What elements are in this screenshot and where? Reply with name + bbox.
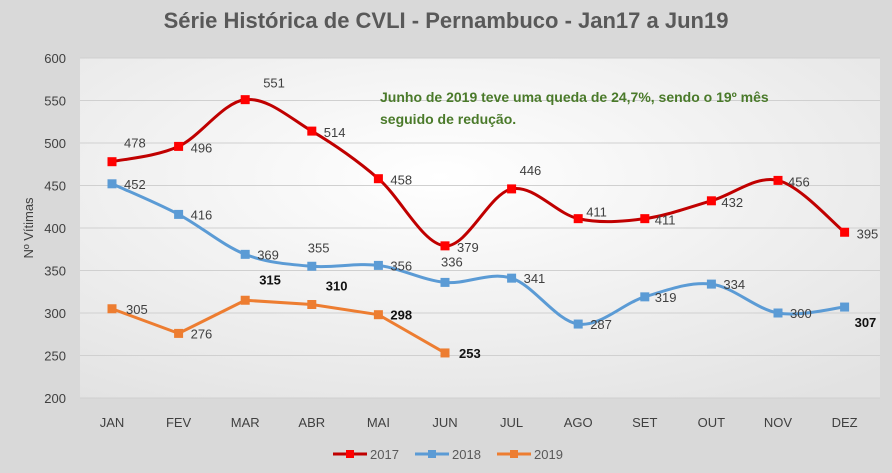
data-label-2017: 379	[457, 240, 479, 255]
x-tick-label: ABR	[298, 415, 325, 430]
data-label-2017: 458	[390, 173, 412, 188]
x-tick-label: SET	[632, 415, 657, 430]
data-point-2018	[640, 292, 650, 302]
x-tick-label: OUT	[698, 415, 726, 430]
y-axis-label: Nº Vítimas	[21, 197, 36, 259]
data-label-2018: 334	[723, 277, 745, 292]
data-label-2017: 514	[324, 125, 346, 140]
data-point-2018	[373, 260, 383, 270]
legend-marker-2017	[346, 450, 354, 458]
y-tick-label: 250	[44, 349, 66, 364]
data-point-2018	[240, 249, 250, 259]
data-point-2017	[507, 184, 517, 194]
data-point-2018	[840, 302, 850, 312]
x-tick-label: NOV	[764, 415, 793, 430]
annotation-line-1: Junho de 2019 teve uma queda de 24,7%, s…	[380, 89, 769, 105]
y-tick-label: 550	[44, 94, 66, 109]
x-tick-label: DEZ	[832, 415, 858, 430]
data-label-2018: 452	[124, 177, 146, 192]
annotation-line-2: seguido de redução.	[380, 111, 516, 127]
x-tick-label: MAI	[367, 415, 390, 430]
data-point-2017	[174, 141, 184, 151]
data-label-2018: 319	[655, 290, 677, 305]
data-label-2017: 432	[721, 195, 743, 210]
data-label-2017: 446	[520, 163, 542, 178]
data-point-2018	[307, 261, 317, 271]
y-tick-label: 300	[44, 306, 66, 321]
data-point-2018	[107, 179, 117, 189]
y-tick-label: 600	[44, 51, 66, 66]
x-tick-label: JUN	[432, 415, 457, 430]
data-label-2019: 315	[259, 272, 281, 287]
data-label-2018: 300	[790, 306, 812, 321]
data-point-2017	[373, 174, 383, 184]
y-tick-label: 500	[44, 136, 66, 151]
x-tick-label: JAN	[100, 415, 125, 430]
data-label-2017: 395	[857, 226, 879, 241]
y-tick-label: 450	[44, 179, 66, 194]
data-label-2019: 305	[126, 302, 148, 317]
legend-label-2019: 2019	[534, 447, 563, 462]
data-label-2017: 456	[788, 174, 810, 189]
y-tick-label: 200	[44, 391, 66, 406]
x-tick-label: AGO	[564, 415, 593, 430]
y-tick-label: 400	[44, 221, 66, 236]
data-label-2018: 336	[441, 254, 463, 269]
data-point-2018	[773, 308, 783, 318]
data-point-2018	[440, 277, 450, 287]
data-point-2017	[440, 241, 450, 251]
x-tick-label: MAR	[231, 415, 260, 430]
data-point-2018	[573, 319, 583, 329]
data-point-2019	[307, 300, 317, 309]
data-point-2019	[107, 304, 117, 314]
legend-marker-2019	[510, 450, 518, 458]
data-label-2019: 298	[390, 308, 412, 323]
series-line-2018	[111, 182, 845, 326]
data-point-2017	[573, 214, 583, 224]
data-point-2019	[373, 310, 383, 320]
data-label-2018: 369	[257, 247, 279, 262]
data-label-2019: 276	[191, 326, 213, 341]
chart-title: Série Histórica de CVLI - Pernambuco - J…	[163, 8, 729, 33]
data-point-2017	[706, 196, 716, 206]
data-point-2017	[640, 214, 650, 224]
legend-marker-2018	[428, 450, 436, 458]
x-tick-label: FEV	[166, 415, 192, 430]
data-label-2018: 307	[855, 315, 877, 330]
legend-label-2017: 2017	[370, 447, 399, 462]
data-label-2017: 478	[124, 136, 146, 151]
data-label-2017: 411	[655, 213, 676, 228]
data-point-2018	[507, 273, 517, 283]
series-line-2019	[111, 298, 446, 355]
legend-label-2018: 2018	[452, 447, 481, 462]
data-label-2018: 355	[308, 240, 330, 255]
data-label-2019: 310	[326, 279, 348, 294]
data-label-2017: 496	[191, 140, 213, 155]
data-label-2017: 551	[263, 76, 285, 91]
data-label-2019: 253	[459, 346, 481, 361]
data-point-2017	[107, 157, 117, 167]
data-label-2018: 356	[390, 258, 412, 273]
data-label-2018: 287	[590, 317, 612, 332]
data-point-2017	[840, 227, 850, 237]
data-point-2017	[307, 126, 317, 136]
y-tick-label: 350	[44, 264, 66, 279]
data-point-2019	[440, 348, 450, 358]
data-point-2019	[174, 328, 184, 338]
data-label-2018: 416	[191, 207, 213, 222]
data-point-2017	[773, 175, 783, 185]
data-label-2018: 341	[524, 271, 546, 286]
x-tick-label: JUL	[500, 415, 523, 430]
data-label-2017: 411	[586, 205, 607, 220]
data-point-2019	[240, 295, 250, 305]
data-point-2018	[174, 209, 184, 219]
data-point-2017	[240, 95, 250, 105]
data-point-2018	[706, 279, 716, 289]
